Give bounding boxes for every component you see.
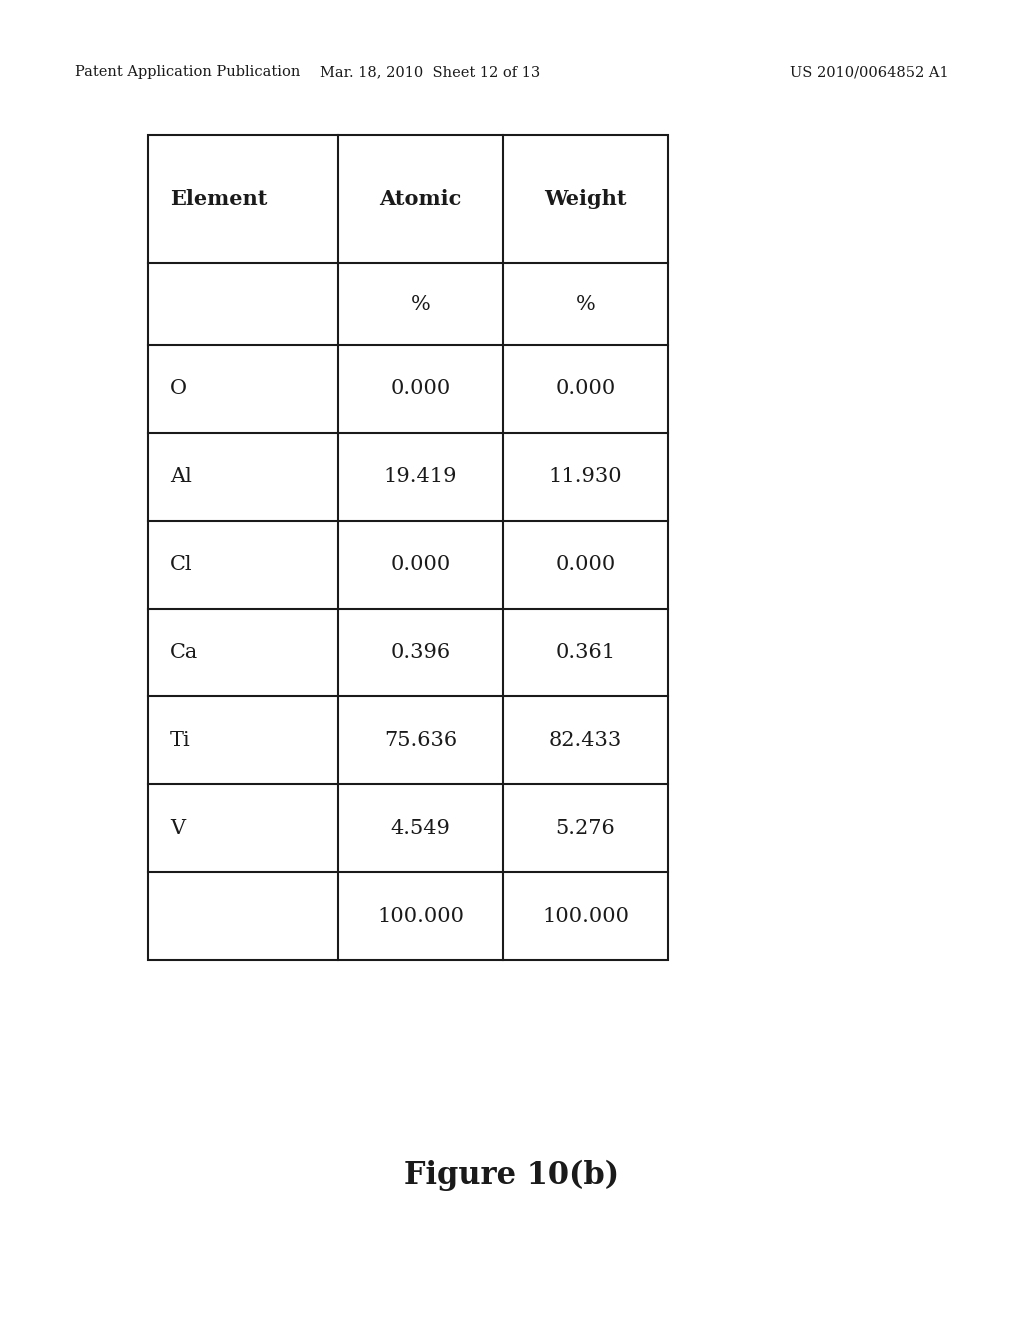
- Text: V: V: [170, 818, 185, 838]
- Text: 75.636: 75.636: [384, 731, 457, 750]
- Text: Element: Element: [170, 189, 267, 209]
- Text: %: %: [411, 294, 430, 314]
- Text: 0.000: 0.000: [555, 379, 615, 399]
- Text: O: O: [170, 379, 187, 399]
- Text: Mar. 18, 2010  Sheet 12 of 13: Mar. 18, 2010 Sheet 12 of 13: [319, 65, 541, 79]
- Text: Atomic: Atomic: [379, 189, 462, 209]
- Text: 82.433: 82.433: [549, 731, 623, 750]
- Text: Ti: Ti: [170, 731, 190, 750]
- Text: Al: Al: [170, 467, 191, 486]
- Text: 0.361: 0.361: [555, 643, 615, 663]
- Bar: [148, 135, 668, 960]
- Text: Weight: Weight: [545, 189, 627, 209]
- Text: 100.000: 100.000: [542, 907, 629, 925]
- Text: 4.549: 4.549: [390, 818, 451, 838]
- Text: 11.930: 11.930: [549, 467, 623, 486]
- Text: Cl: Cl: [170, 556, 193, 574]
- Text: 5.276: 5.276: [556, 818, 615, 838]
- Text: US 2010/0064852 A1: US 2010/0064852 A1: [791, 65, 949, 79]
- Text: Figure 10(b): Figure 10(b): [404, 1159, 620, 1191]
- Text: 0.000: 0.000: [390, 556, 451, 574]
- Text: %: %: [575, 294, 595, 314]
- Text: 0.000: 0.000: [390, 379, 451, 399]
- Text: 0.396: 0.396: [390, 643, 451, 663]
- Text: Patent Application Publication: Patent Application Publication: [75, 65, 300, 79]
- Text: 100.000: 100.000: [377, 907, 464, 925]
- Text: Ca: Ca: [170, 643, 199, 663]
- Text: 0.000: 0.000: [555, 556, 615, 574]
- Text: 19.419: 19.419: [384, 467, 458, 486]
